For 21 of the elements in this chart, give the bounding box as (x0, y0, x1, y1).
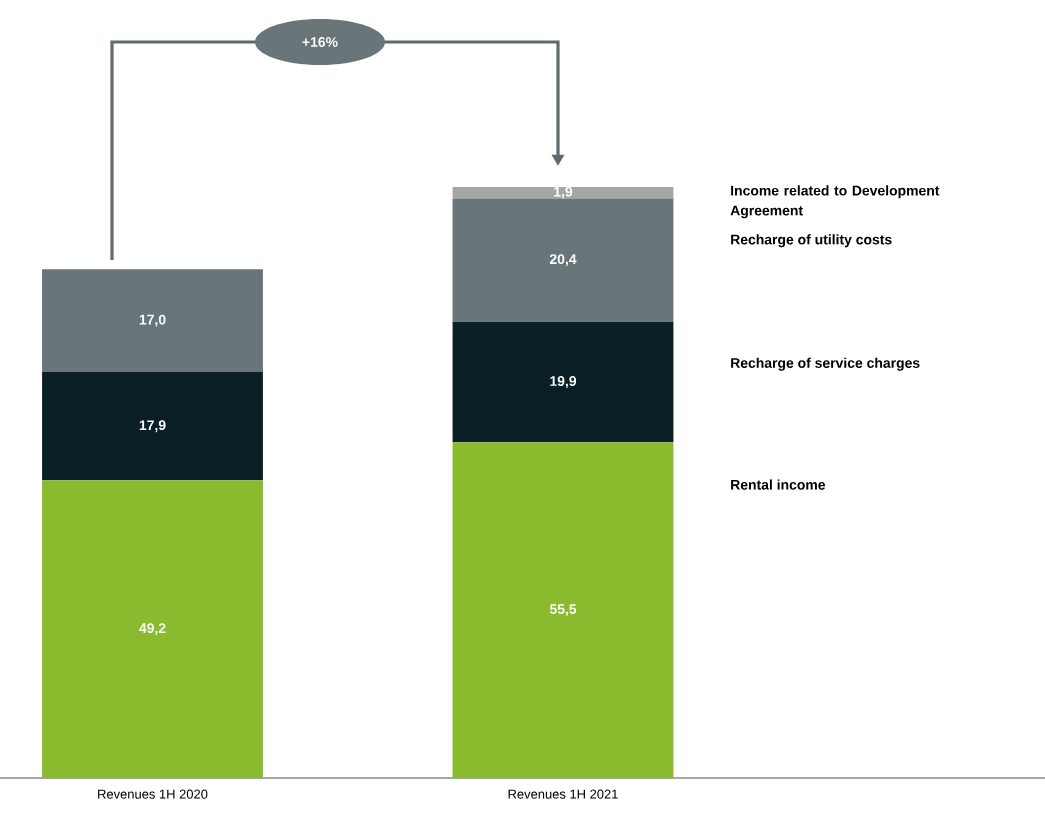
x-tick-label: Revenues 1H 2021 (508, 789, 618, 799)
data-label: 20,4 (549, 254, 577, 267)
data-label: 1,9 (554, 186, 573, 199)
data-label: 49,2 (139, 623, 166, 636)
bar (452, 186, 674, 199)
text: Income related to Development Agreement (730, 185, 940, 219)
bar (42, 372, 263, 481)
bar (452, 442, 674, 778)
x-tick-label: Revenues 1H 2020 (98, 789, 208, 799)
data-label: 17,9 (139, 420, 166, 433)
bar (42, 480, 263, 778)
bar (42, 269, 263, 373)
data-label: 55,5 (549, 604, 577, 616)
text: Rental income (731, 479, 826, 490)
bar (452, 321, 674, 443)
text: +16% (302, 37, 338, 47)
data-label: 17,0 (139, 314, 166, 327)
data-label: 19,9 (550, 376, 577, 388)
text: Recharge of service charges (731, 357, 920, 371)
text: Recharge of utility costs (731, 234, 892, 248)
bar (452, 198, 674, 322)
